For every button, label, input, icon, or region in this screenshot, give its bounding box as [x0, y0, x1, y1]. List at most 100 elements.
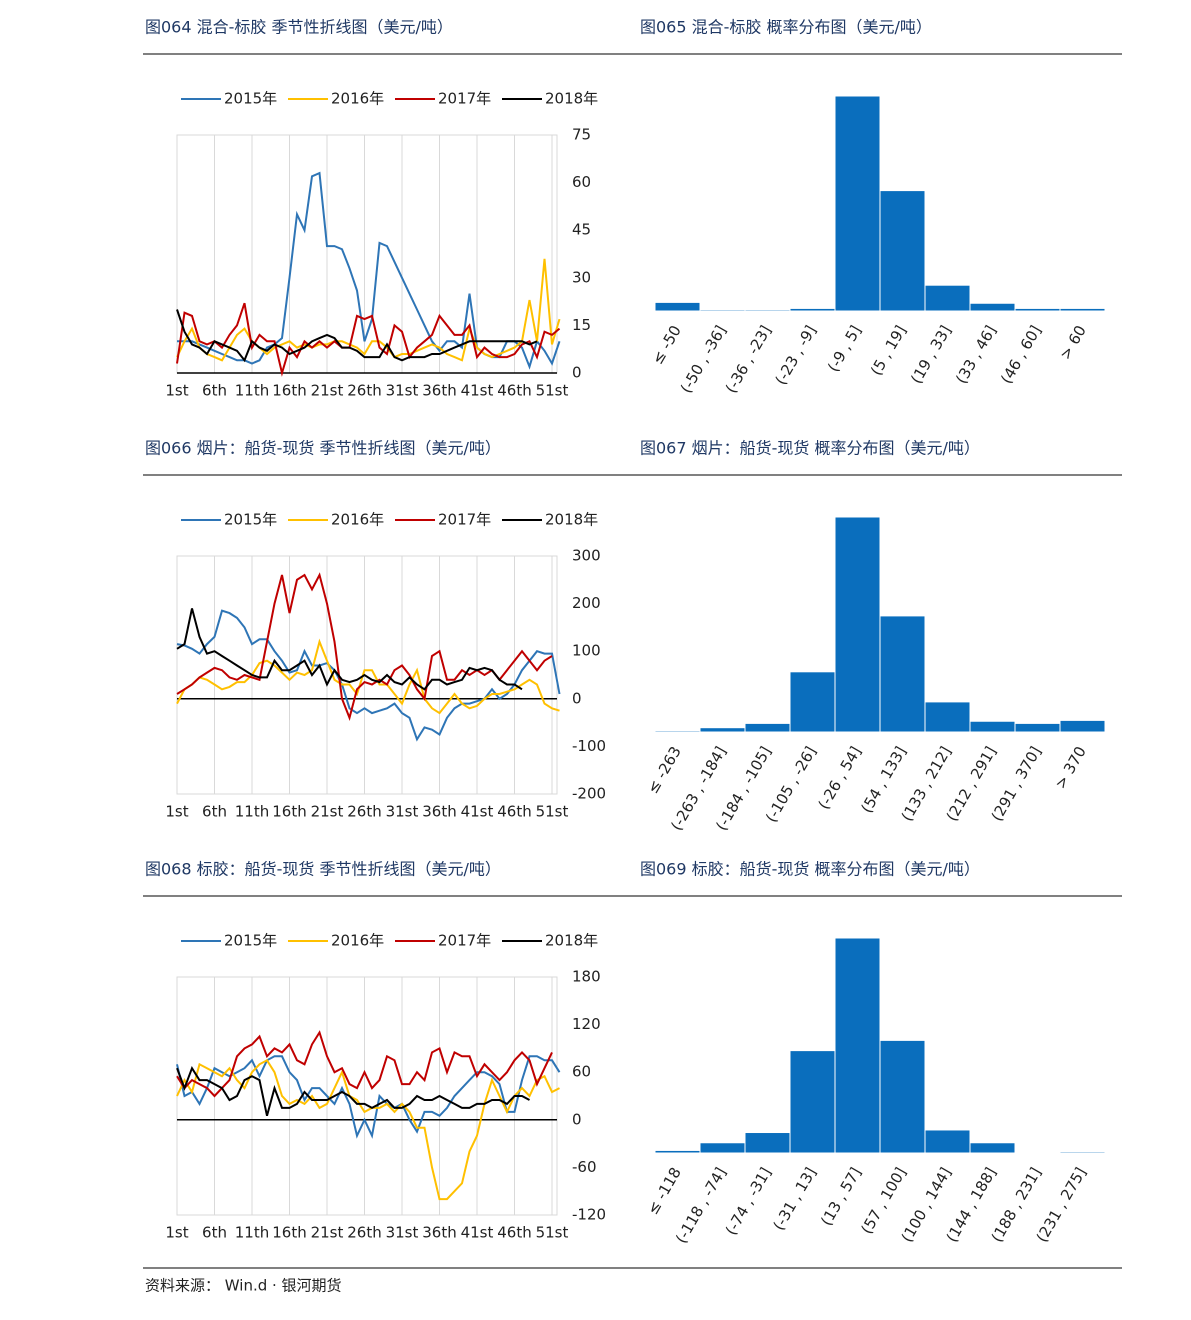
series-line — [176, 309, 538, 363]
y-tick-label: -60 — [572, 1158, 597, 1176]
bar — [879, 615, 926, 733]
x-tick-label: (19 , 33] — [907, 322, 955, 387]
x-tick-label: 21st — [311, 803, 344, 821]
bar — [699, 1142, 746, 1154]
y-tick-label: 75 — [572, 126, 591, 144]
legend-label: 2016年 — [331, 511, 384, 529]
x-tick-label: (-9 , 5] — [824, 322, 865, 375]
chart-title: 图064 混合-标胶 季节性折线图（美元/吨） — [145, 18, 453, 37]
x-tick-label: 26th — [347, 803, 381, 821]
y-tick-label: -200 — [572, 785, 606, 803]
bar — [744, 722, 791, 733]
bar — [969, 1142, 1016, 1154]
x-tick-label: 46th — [497, 382, 531, 400]
series-line — [176, 638, 560, 715]
y-tick-label: -100 — [572, 737, 606, 755]
x-tick-label: (54 , 133] — [857, 743, 909, 816]
x-tick-label: 31st — [386, 803, 419, 821]
legend-label: 2015年 — [224, 511, 277, 529]
x-tick-label: 21st — [311, 382, 344, 400]
x-tick-label: (13 , 57] — [817, 1164, 865, 1229]
x-tick-label: (33 , 46] — [952, 322, 1000, 387]
bar — [1059, 1151, 1106, 1154]
legend-label: 2017年 — [438, 511, 491, 529]
chart-title: 图066 烟片：船货-现货 季节性折线图（美元/吨） — [145, 439, 501, 458]
y-tick-label: 100 — [572, 642, 601, 660]
chart-title: 图068 标胶：船货-现货 季节性折线图（美元/吨） — [145, 860, 501, 879]
legend-label: 2018年 — [545, 511, 598, 529]
y-tick-label: 30 — [572, 268, 591, 286]
x-tick-label: 51st — [536, 382, 569, 400]
x-tick-label: 41st — [461, 803, 494, 821]
bar — [1014, 307, 1061, 312]
bar — [1014, 722, 1061, 733]
series-line — [176, 1065, 530, 1117]
x-tick-label: 6th — [202, 1224, 227, 1242]
source: 资料来源： Win.d · 银河期货 — [145, 1277, 342, 1295]
bar — [789, 671, 836, 733]
x-tick-label: 6th — [202, 803, 227, 821]
x-tick-label: 11th — [235, 1224, 269, 1242]
legend-label: 2017年 — [438, 90, 491, 108]
plot-frame — [176, 555, 558, 795]
bar — [744, 309, 791, 312]
y-tick-label: 0 — [572, 1110, 582, 1128]
x-tick-label: 21st — [311, 1224, 344, 1242]
plot-frame — [176, 134, 558, 374]
x-tick-label: (46 , 60] — [997, 322, 1045, 387]
y-tick-label: 180 — [572, 968, 601, 986]
x-tick-label: 16th — [272, 382, 306, 400]
x-tick-label: 41st — [461, 1224, 494, 1242]
bar — [879, 190, 926, 312]
y-tick-label: 60 — [572, 1063, 591, 1081]
bar — [924, 1129, 971, 1154]
bar — [1059, 307, 1106, 312]
y-tick-label: 200 — [572, 594, 601, 612]
chart-title: 图065 混合-标胶 概率分布图（美元/吨） — [640, 18, 932, 37]
bar — [654, 1149, 701, 1154]
y-tick-label: 120 — [572, 1015, 601, 1033]
y-tick-label: 45 — [572, 221, 591, 239]
bar — [969, 302, 1016, 312]
y-tick-label: 300 — [572, 547, 601, 565]
x-tick-label: 26th — [347, 382, 381, 400]
bar — [654, 730, 701, 733]
y-tick-label: 0 — [572, 364, 582, 382]
x-tick-label: 11th — [235, 803, 269, 821]
bar — [924, 701, 971, 733]
x-tick-label: ≤ -118 — [644, 1164, 685, 1218]
series-line — [177, 171, 561, 370]
y-tick-label: 0 — [572, 689, 582, 707]
x-tick-label: 6th — [202, 382, 227, 400]
legend-label: 2016年 — [331, 90, 384, 108]
legend-label: 2015年 — [224, 932, 277, 950]
x-tick-label: (5 , 19] — [867, 322, 910, 378]
x-tick-label: 1st — [165, 803, 188, 821]
y-tick-label: 15 — [572, 316, 591, 334]
bar — [1014, 1151, 1061, 1154]
x-tick-label: 1st — [165, 1224, 188, 1242]
x-tick-label: (-26 , 54] — [814, 743, 864, 812]
x-tick-label: 36th — [422, 1224, 456, 1242]
x-tick-label: ≤ -50 — [648, 322, 685, 367]
bar — [744, 1132, 791, 1154]
series-line — [176, 608, 523, 691]
x-tick-label: 26th — [347, 1224, 381, 1242]
x-tick-label: 31st — [386, 382, 419, 400]
x-tick-label: 41st — [461, 382, 494, 400]
x-tick-label: (-74 , -31] — [722, 1164, 775, 1238]
bar — [834, 937, 881, 1154]
series-line — [176, 302, 561, 377]
x-tick-label: 11th — [235, 382, 269, 400]
y-tick-label: 60 — [572, 173, 591, 191]
bar — [879, 1039, 926, 1154]
bar — [789, 1050, 836, 1154]
bar — [924, 284, 971, 312]
x-tick-label: (57 , 100] — [857, 1164, 909, 1237]
x-tick-label: (-23 , -9] — [772, 322, 820, 388]
x-tick-label: 36th — [422, 382, 456, 400]
x-tick-label: 46th — [497, 1224, 531, 1242]
x-tick-label: (-31 , 13] — [769, 1164, 819, 1233]
chart-title: 图069 标胶：船货-现货 概率分布图（美元/吨） — [640, 860, 980, 879]
